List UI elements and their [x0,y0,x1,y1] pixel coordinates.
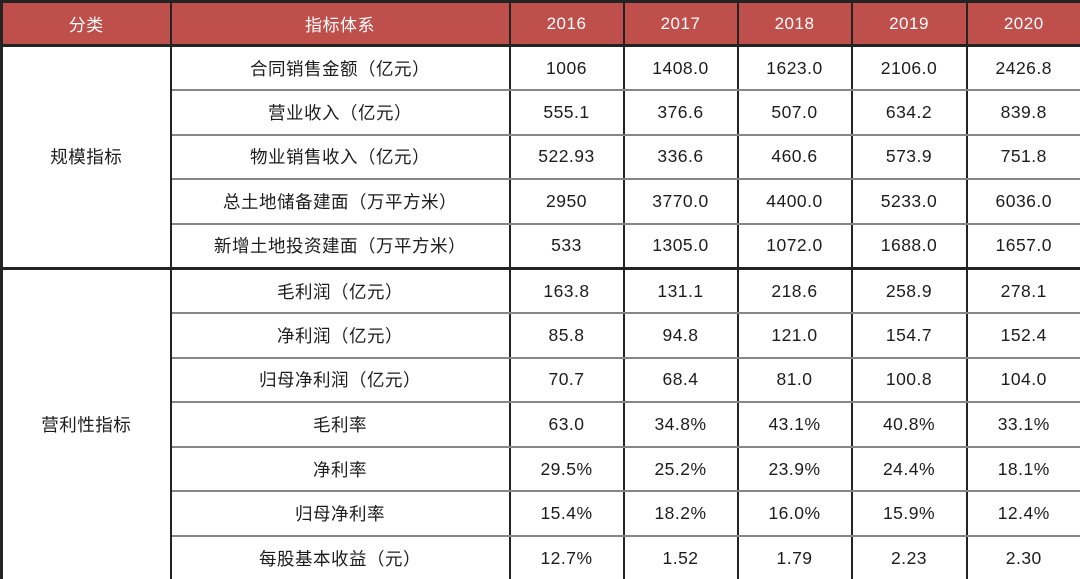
table-row: 净利率 29.5% 25.2% 23.9% 24.4% 18.1% [2,445,1080,493]
value-cell: 634.2 [850,89,968,136]
value-cell: 131.1 [622,266,739,315]
value-cell: 70.7 [508,356,625,404]
value-cell: 1.52 [622,535,739,579]
table-row: 净利润（亿元） 85.8 94.8 121.0 154.7 152.4 [2,312,1080,359]
value-cell: 1408.0 [622,44,739,92]
value-cell: 1072.0 [736,222,853,270]
value-cell: 2.23 [850,535,968,579]
value-cell: 1657.0 [965,222,1080,270]
value-cell: 121.0 [736,312,853,359]
value-cell: 33.1% [965,401,1080,448]
indicator-cell: 营业收入（亿元） [169,89,511,136]
value-cell: 154.7 [850,312,968,359]
value-cell: 5233.0 [850,178,968,225]
table-row: 新增土地投资建面（万平方米） 533 1305.0 1072.0 1688.0 … [2,222,1080,270]
value-cell: 63.0 [508,401,625,448]
value-cell: 4400.0 [736,178,853,225]
value-cell: 25.2% [622,445,739,493]
table-row: 每股基本收益（元） 12.7% 1.52 1.79 2.23 2.30 [2,535,1080,579]
header-cell-year-2016: 2016 [508,0,625,47]
group-label-cell-profitability: 营利性指标 [0,266,172,579]
value-cell: 751.8 [965,133,1080,181]
table-row: 毛利率 63.0 34.8% 43.1% 40.8% 33.1% [2,401,1080,448]
value-cell: 18.2% [622,490,739,538]
value-cell: 533 [508,222,625,270]
value-cell: 68.4 [622,356,739,404]
value-cell: 29.5% [508,445,625,493]
value-cell: 40.8% [850,401,968,448]
value-cell: 1688.0 [850,222,968,270]
indicator-cell: 净利润（亿元） [169,312,511,359]
header-cell-year-2019: 2019 [850,0,968,47]
value-cell: 163.8 [508,266,625,315]
value-cell: 573.9 [850,133,968,181]
value-cell: 376.6 [622,89,739,136]
value-cell: 34.8% [622,401,739,448]
indicator-cell: 合同销售金额（亿元） [169,44,511,92]
table-row: 归母净利润（亿元） 70.7 68.4 81.0 100.8 104.0 [2,356,1080,404]
value-cell: 839.8 [965,89,1080,136]
value-cell: 15.4% [508,490,625,538]
indicator-cell: 归母净利润（亿元） [169,356,511,404]
header-cell-year-2018: 2018 [736,0,853,47]
value-cell: 12.7% [508,535,625,579]
table-row: 物业销售收入（亿元） 522.93 336.6 460.6 573.9 751.… [2,133,1080,181]
value-cell: 94.8 [622,312,739,359]
value-cell: 104.0 [965,356,1080,404]
header-cell-indicator: 指标体系 [169,0,511,47]
value-cell: 522.93 [508,133,625,181]
table-row: 归母净利率 15.4% 18.2% 16.0% 15.9% 12.4% [2,490,1080,538]
indicator-cell: 每股基本收益（元） [169,535,511,579]
table-row: 规模指标 合同销售金额（亿元） 1006 1408.0 1623.0 2106.… [0,44,1080,270]
header-cell-year-2020: 2020 [965,0,1080,47]
value-cell: 1623.0 [736,44,853,92]
indicator-cell: 物业销售收入（亿元） [169,133,511,181]
value-cell: 18.1% [965,445,1080,493]
indicator-cell: 新增土地投资建面（万平方米） [169,222,511,270]
header-cell-year-2017: 2017 [622,0,739,47]
indicator-cell: 总土地储备建面（万平方米） [169,178,511,225]
value-cell: 2950 [508,178,625,225]
value-cell: 2106.0 [850,44,968,92]
value-cell: 2.30 [965,535,1080,579]
indicator-cell: 毛利率 [169,401,511,448]
value-cell: 100.8 [850,356,968,404]
table-row: 营业收入（亿元） 555.1 376.6 507.0 634.2 839.8 [2,89,1080,136]
value-cell: 258.9 [850,266,968,315]
value-cell: 218.6 [736,266,853,315]
indicator-cell: 归母净利率 [169,490,511,538]
value-cell: 460.6 [736,133,853,181]
value-cell: 1305.0 [622,222,739,270]
value-cell: 6036.0 [965,178,1080,225]
value-cell: 336.6 [622,133,739,181]
value-cell: 15.9% [850,490,968,538]
value-cell: 85.8 [508,312,625,359]
value-cell: 16.0% [736,490,853,538]
table-row: 营利性指标 毛利润（亿元） 163.8 131.1 218.6 258.9 27… [0,266,1080,579]
value-cell: 3770.0 [622,178,739,225]
value-cell: 2426.8 [965,44,1080,92]
header-cell-category: 分类 [0,0,172,47]
indicator-cell: 净利率 [169,445,511,493]
value-cell: 12.4% [965,490,1080,538]
value-cell: 23.9% [736,445,853,493]
value-cell: 1006 [508,44,625,92]
value-cell: 1.79 [736,535,853,579]
value-cell: 81.0 [736,356,853,404]
table-row: 总土地储备建面（万平方米） 2950 3770.0 4400.0 5233.0 … [2,178,1080,225]
header-row: 分类 指标体系 2016 2017 2018 2019 2020 [0,0,1080,47]
value-cell: 278.1 [965,266,1080,315]
value-cell: 43.1% [736,401,853,448]
value-cell: 507.0 [736,89,853,136]
indicator-cell: 毛利润（亿元） [169,266,511,315]
value-cell: 24.4% [850,445,968,493]
value-cell: 152.4 [965,312,1080,359]
group-label-cell-scale: 规模指标 [0,44,172,270]
value-cell: 555.1 [508,89,625,136]
